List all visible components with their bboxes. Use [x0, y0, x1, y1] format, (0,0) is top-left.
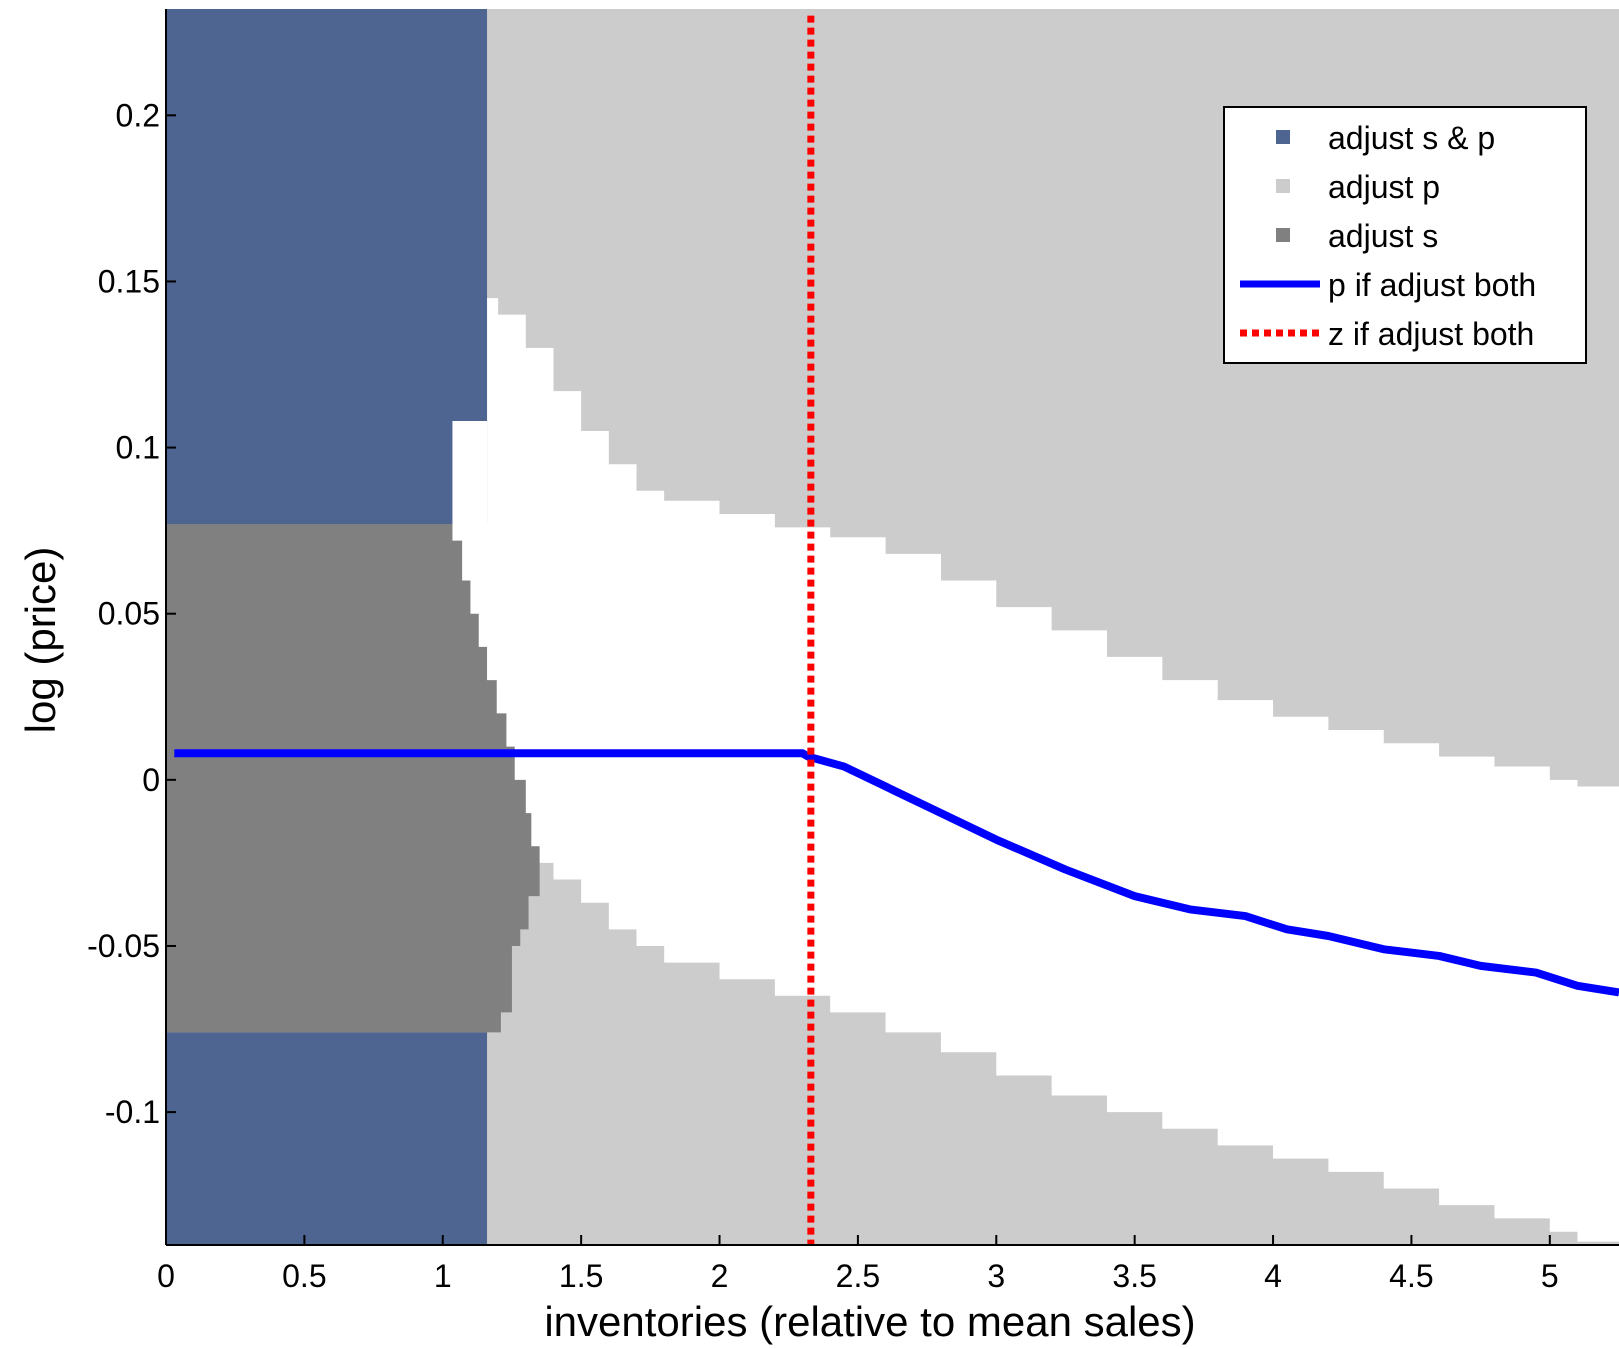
region-adjust-s — [166, 524, 540, 1033]
y-tick-label: 0.05 — [98, 596, 160, 632]
legend-label: adjust s & p — [1328, 120, 1495, 156]
x-tick-label: 4.5 — [1389, 1258, 1433, 1294]
region-adjust-s-and-p-top — [166, 9, 488, 524]
x-tick-label: 0.5 — [282, 1258, 326, 1294]
region-adjust-s-and-p-bottom — [166, 1032, 488, 1245]
legend-swatch — [1276, 179, 1290, 193]
y-axis-title: log (price) — [17, 547, 64, 734]
legend-label: z if adjust both — [1328, 316, 1534, 352]
legend-label: adjust p — [1328, 169, 1440, 205]
x-tick-label: 2.5 — [836, 1258, 880, 1294]
legend-swatch — [1276, 228, 1290, 242]
region-inaction-notch — [452, 421, 488, 524]
x-tick-label: 3.5 — [1112, 1258, 1156, 1294]
region-inaction — [442, 298, 1619, 1245]
axes: 0 0.5 1 1.5 2 2.5 3 3.5 4 4.5 5 -0.1 -0.05 0 0.05 0.1 0.… — [87, 9, 1619, 1294]
x-tick-label: 1 — [434, 1258, 452, 1294]
y-tick-label: -0.1 — [105, 1094, 160, 1130]
x-tick-label: 1.5 — [559, 1258, 603, 1294]
series-p-if-adjust-both — [174, 749, 1619, 997]
legend-label: adjust s — [1328, 218, 1438, 254]
legend-label: p if adjust both — [1328, 267, 1536, 303]
x-tick-label: 5 — [1541, 1258, 1559, 1294]
x-tick-label: 2 — [711, 1258, 729, 1294]
x-tick-label: 3 — [987, 1258, 1005, 1294]
y-tick-label: 0.1 — [116, 430, 160, 466]
y-tick-label: 0.2 — [116, 97, 160, 133]
y-tick-label: -0.05 — [87, 928, 160, 964]
y-tick-label: 0.15 — [98, 263, 160, 299]
legend-swatch — [1276, 130, 1290, 144]
x-tick-label: 0 — [157, 1258, 175, 1294]
x-tick-label: 4 — [1264, 1258, 1282, 1294]
y-tick-label: 0 — [142, 762, 160, 798]
legend: adjust s & p adjust p adjust s p if adjust … — [1223, 106, 1587, 364]
x-axis-title: inventories (relative to mean sales) — [544, 1298, 1195, 1345]
